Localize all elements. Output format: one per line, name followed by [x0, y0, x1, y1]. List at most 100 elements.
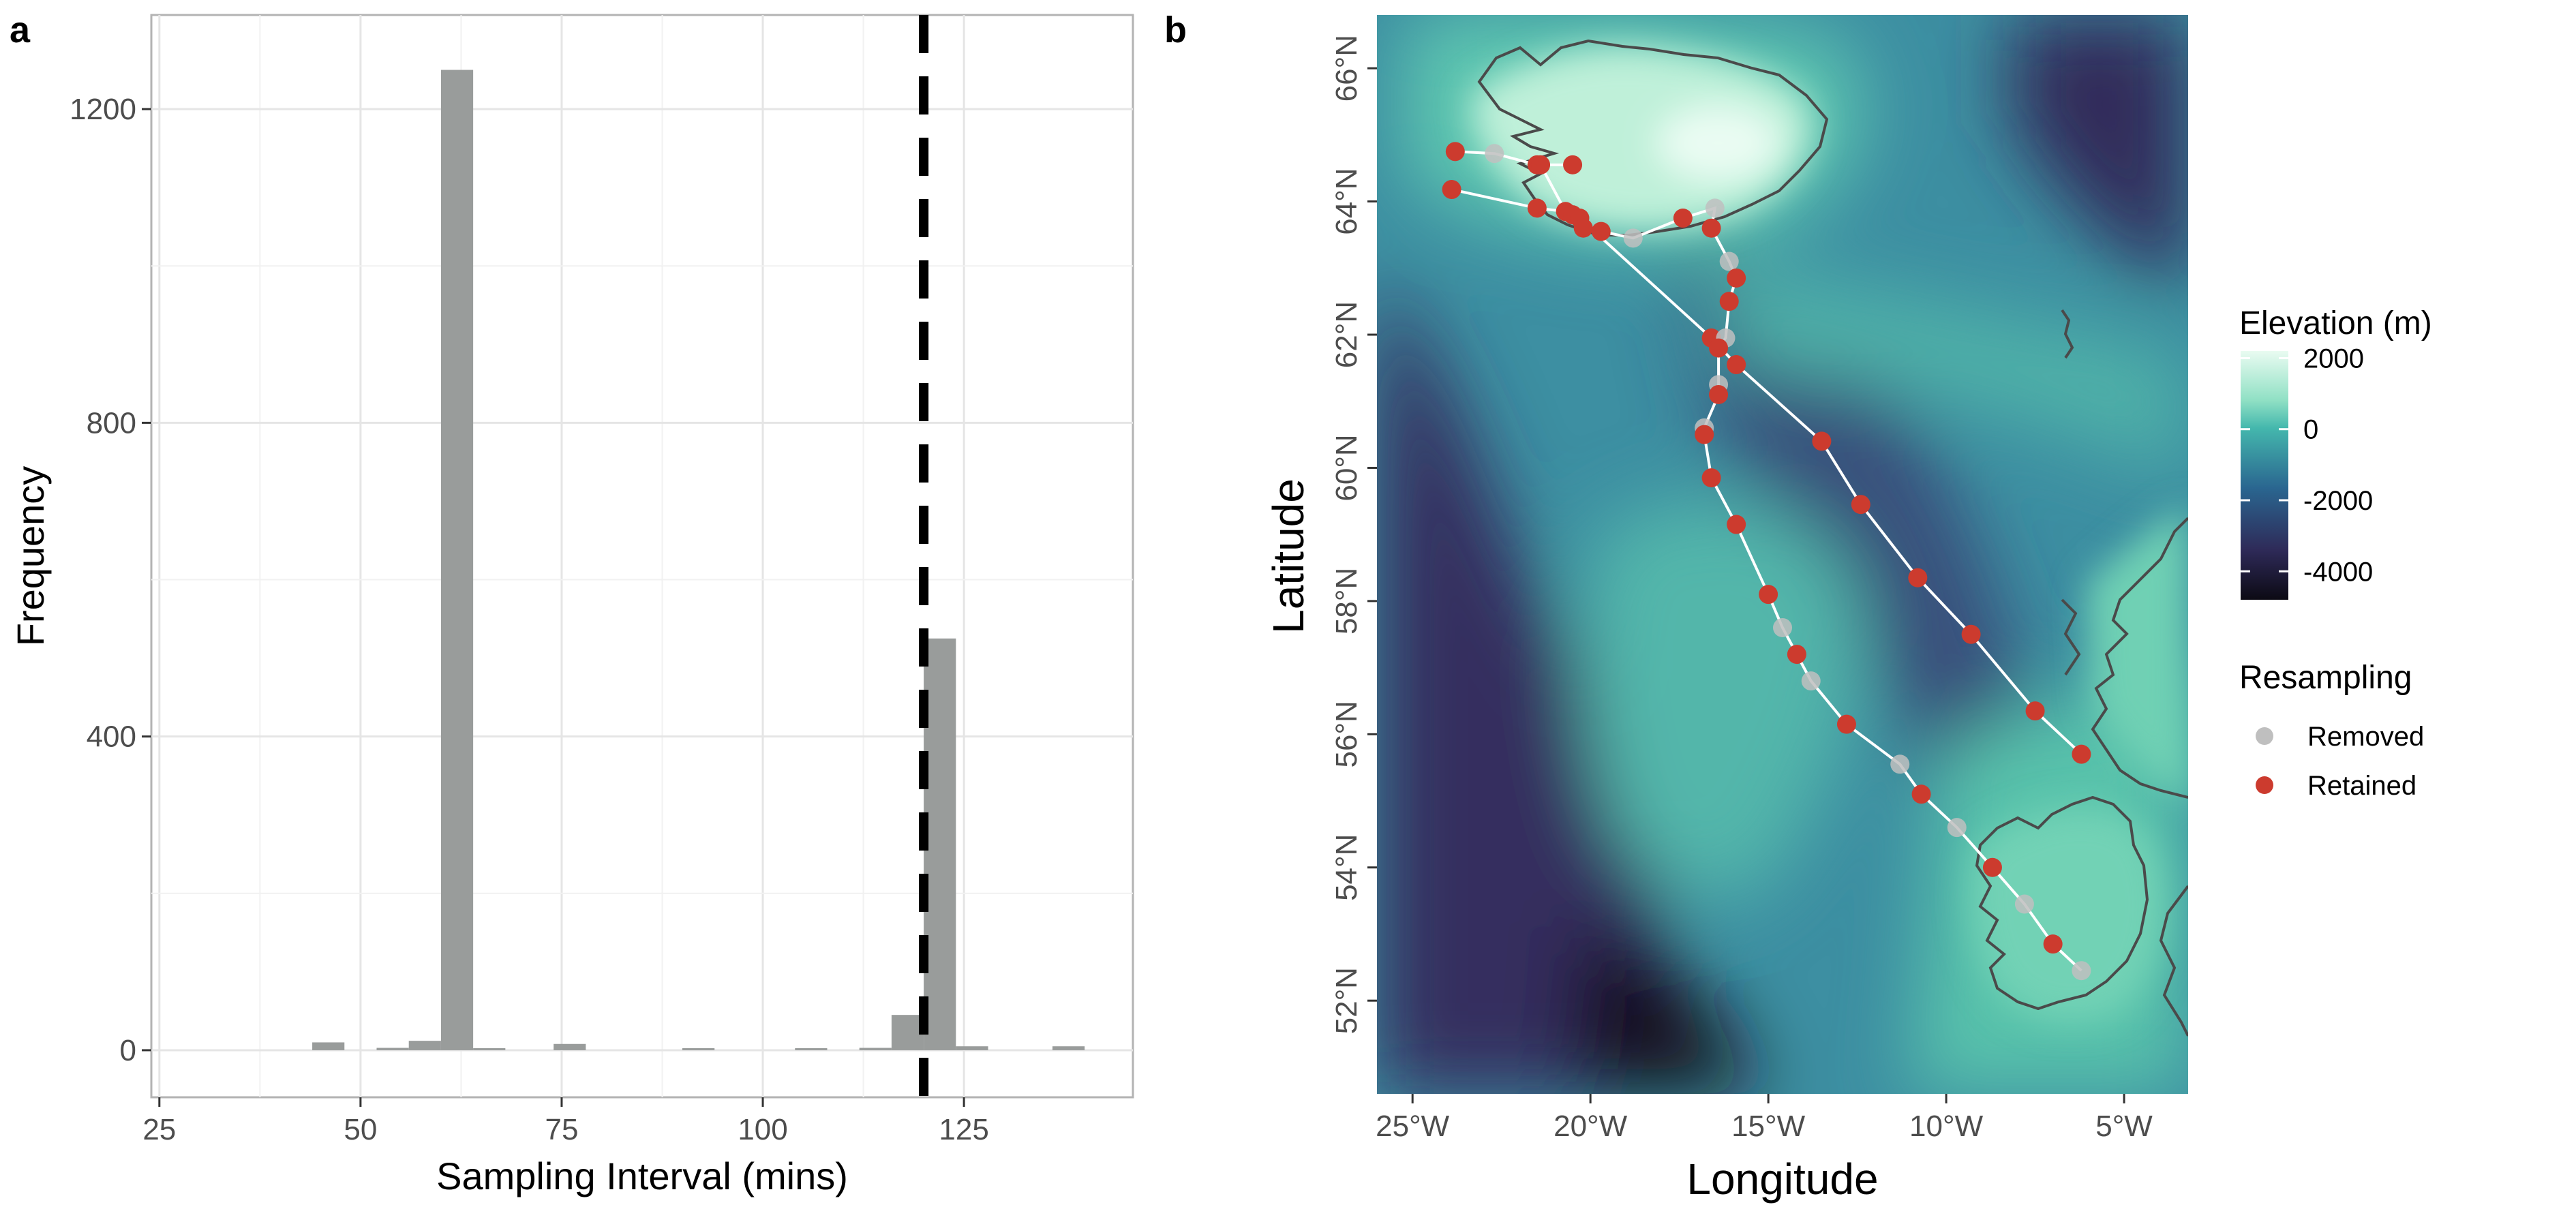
lon-tick-label: 15°W	[1731, 1110, 1806, 1143]
map-y-ticks: 52°N 54°N 56°N 58°N 60°N 62°N 64°N 66°N	[1330, 35, 1377, 1034]
histogram-bar	[891, 1015, 924, 1050]
point-retained	[1673, 209, 1693, 228]
point-retained	[1759, 585, 1778, 605]
point-retained	[1812, 431, 1832, 451]
elevation-legend-title: Elevation (m)	[2239, 305, 2432, 341]
histogram-plot-area	[150, 14, 1134, 1099]
point-removed	[2014, 894, 2034, 914]
map-x-axis-title: Longitude	[1686, 1155, 1878, 1204]
histogram-bar	[376, 1048, 409, 1050]
point-retained	[1727, 268, 1746, 288]
legend-label-retained: Retained	[2307, 771, 2416, 801]
point-retained	[1727, 355, 1746, 375]
track-points	[1442, 142, 2091, 981]
point-retained	[1442, 180, 1461, 200]
histogram-bar	[312, 1042, 345, 1050]
point-retained	[1787, 645, 1806, 664]
legend-label-removed: Removed	[2307, 722, 2424, 752]
elevation-legend-label: 2000	[2303, 343, 2364, 373]
point-retained	[2072, 744, 2091, 764]
point-removed	[1485, 144, 1504, 164]
point-retained	[1709, 384, 1729, 404]
panel-label-a: a	[10, 10, 31, 50]
point-removed	[1705, 198, 1725, 218]
histogram-bar	[682, 1048, 715, 1050]
histogram-x-ticks: 25 50 75 100 125	[142, 1097, 989, 1146]
elevation-raster	[1377, 15, 2188, 1094]
histogram-bar	[1052, 1046, 1085, 1050]
elevation-legend-label: 0	[2303, 415, 2318, 445]
point-retained	[1727, 515, 1746, 534]
elevation-colorbar	[2241, 351, 2288, 600]
map-y-axis-title: Latitude	[1264, 478, 1313, 634]
elevation-legend: Elevation (m) 2000 0 -2000 -4000	[2239, 305, 2432, 600]
y-tick-label: 400	[87, 720, 136, 754]
histogram-bar	[859, 1048, 892, 1050]
histogram-bar	[408, 1041, 441, 1050]
point-removed	[1719, 251, 1739, 271]
point-retained	[1445, 142, 1465, 162]
histogram-bar	[554, 1043, 586, 1050]
point-retained	[1591, 221, 1611, 241]
point-retained	[1911, 784, 1931, 804]
point-retained	[2025, 701, 2045, 721]
elevation-legend-label: -2000	[2303, 486, 2373, 516]
point-retained	[1701, 468, 1721, 488]
point-retained	[1709, 338, 1729, 358]
lon-tick-label: 25°W	[1376, 1110, 1450, 1143]
legend-key-retained	[2256, 776, 2273, 794]
point-retained	[1527, 198, 1547, 218]
y-tick-label: 1200	[70, 93, 136, 126]
histogram-bar	[956, 1046, 988, 1050]
coastlines	[1477, 39, 2188, 1037]
histogram-panel: 25 50 75 100 125 0 400 800 1200 Sampling Interv…	[9, 14, 1134, 1197]
lon-tick-label: 10°W	[1909, 1110, 1984, 1143]
histogram-bar	[924, 638, 956, 1050]
map-panel: 25°W 20°W 15°W 10°W 5°W 52°N 54°N 56°N 58°N 60°N…	[1264, 15, 2188, 1204]
point-removed	[1890, 754, 1910, 774]
lat-tick-label: 58°N	[1330, 568, 1363, 635]
panel-label-b: b	[1164, 10, 1187, 50]
lon-tick-label: 5°W	[2095, 1110, 2153, 1143]
y-tick-label: 800	[87, 406, 136, 440]
point-retained	[1573, 218, 1593, 238]
x-tick-label: 100	[738, 1113, 787, 1146]
point-retained	[1851, 495, 1870, 515]
point-retained	[1695, 425, 1714, 444]
lon-tick-label: 20°W	[1554, 1110, 1628, 1143]
x-tick-label: 50	[344, 1113, 377, 1146]
point-removed	[1623, 228, 1643, 248]
histogram-gridlines	[151, 15, 1133, 1097]
histogram-bar	[473, 1048, 506, 1050]
lat-tick-label: 64°N	[1330, 168, 1363, 234]
point-retained	[1701, 218, 1721, 238]
point-retained	[1961, 624, 1981, 644]
point-retained	[1531, 155, 1551, 174]
point-retained	[1563, 155, 1583, 174]
histogram-bar	[440, 70, 474, 1050]
lat-tick-label: 54°N	[1330, 834, 1363, 901]
point-retained	[1719, 292, 1739, 311]
point-retained	[1982, 857, 2002, 877]
histogram-y-axis-title: Frequency	[9, 466, 52, 647]
point-removed	[1947, 818, 1967, 838]
map-x-ticks: 25°W 20°W 15°W 10°W 5°W	[1376, 1094, 2153, 1143]
lat-tick-label: 66°N	[1330, 35, 1363, 102]
histogram-x-axis-title: Sampling Interval (mins)	[436, 1155, 848, 1197]
resampling-legend-title: Resampling	[2239, 660, 2412, 696]
lat-tick-label: 60°N	[1330, 434, 1363, 501]
elevation-legend-ticks: 2000 0 -2000 -4000	[2241, 343, 2373, 587]
point-retained	[2043, 934, 2063, 954]
point-removed	[2072, 961, 2091, 981]
histogram-bar	[795, 1048, 828, 1050]
x-tick-label: 125	[939, 1113, 988, 1146]
lat-tick-label: 56°N	[1330, 701, 1363, 767]
legend-key-removed	[2256, 727, 2273, 745]
lat-tick-label: 62°N	[1330, 301, 1363, 368]
y-tick-label: 0	[120, 1034, 136, 1067]
lat-tick-label: 52°N	[1330, 967, 1363, 1034]
resampling-legend: Resampling Removed Retained	[2239, 660, 2424, 801]
histogram-bars	[312, 70, 1085, 1050]
point-retained	[1836, 714, 1856, 734]
